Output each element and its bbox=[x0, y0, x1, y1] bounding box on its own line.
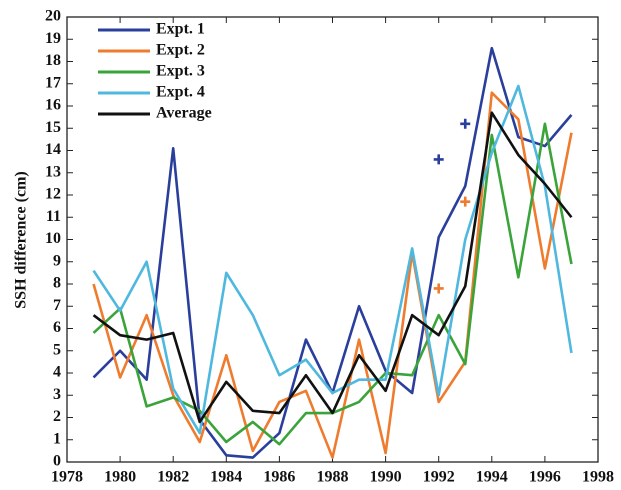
y-tick-label: 11 bbox=[46, 208, 61, 225]
y-tick-label: 13 bbox=[45, 163, 61, 180]
y-tick-label: 6 bbox=[53, 319, 61, 336]
plus-marker bbox=[460, 196, 471, 207]
series-line bbox=[92, 91, 573, 459]
x-tick-label: 1986 bbox=[263, 469, 295, 486]
y-tick-label: 20 bbox=[45, 8, 61, 25]
x-tick-label: 1996 bbox=[529, 469, 561, 486]
y-tick-label: 10 bbox=[45, 230, 61, 247]
y-tick-label: 17 bbox=[45, 74, 61, 91]
y-tick-label: 4 bbox=[53, 364, 61, 381]
series-line bbox=[92, 122, 573, 446]
series-line bbox=[92, 84, 573, 435]
plot-frame bbox=[66, 16, 599, 463]
plus-marker bbox=[433, 154, 444, 165]
y-tick-label: 14 bbox=[45, 141, 61, 158]
legend-label: Average bbox=[156, 105, 212, 122]
legend-label: Expt. 3 bbox=[156, 63, 205, 80]
legend-label: Expt. 2 bbox=[156, 42, 205, 59]
legend-label: Expt. 1 bbox=[156, 21, 205, 38]
y-tick-label: 2 bbox=[53, 408, 61, 425]
x-tick-label: 1988 bbox=[317, 469, 349, 486]
legend-label: Expt. 4 bbox=[156, 84, 205, 101]
plus-marker bbox=[460, 118, 471, 129]
plus-marker bbox=[433, 283, 444, 294]
y-tick-label: 7 bbox=[53, 297, 61, 314]
y-tick-label: 18 bbox=[45, 52, 61, 69]
x-tick-label: 1992 bbox=[423, 469, 455, 486]
x-tick-label: 1978 bbox=[51, 469, 83, 486]
y-tick-label: 12 bbox=[45, 186, 61, 203]
series-line bbox=[92, 111, 573, 424]
x-tick-label: 1998 bbox=[582, 469, 614, 486]
x-tick-label: 1980 bbox=[104, 469, 136, 486]
y-tick-label: 0 bbox=[53, 453, 61, 470]
y-tick-label: 8 bbox=[53, 275, 61, 292]
x-tick-label: 1990 bbox=[370, 469, 402, 486]
y-axis-label: SSH difference (cm) bbox=[13, 171, 30, 308]
y-tick-label: 9 bbox=[53, 252, 61, 269]
y-tick-label: 3 bbox=[53, 386, 61, 403]
x-tick-label: 1982 bbox=[157, 469, 189, 486]
y-tick-label: 1 bbox=[53, 430, 61, 447]
y-tick-label: 5 bbox=[53, 341, 61, 358]
x-tick-label: 1984 bbox=[210, 469, 242, 486]
y-tick-label: 15 bbox=[45, 119, 61, 136]
x-tick-label: 1994 bbox=[476, 469, 508, 486]
y-tick-label: 19 bbox=[45, 30, 61, 47]
y-tick-label: 16 bbox=[45, 97, 61, 114]
